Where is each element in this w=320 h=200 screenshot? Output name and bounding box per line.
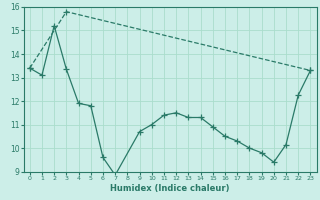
X-axis label: Humidex (Indice chaleur): Humidex (Indice chaleur)	[110, 184, 230, 193]
